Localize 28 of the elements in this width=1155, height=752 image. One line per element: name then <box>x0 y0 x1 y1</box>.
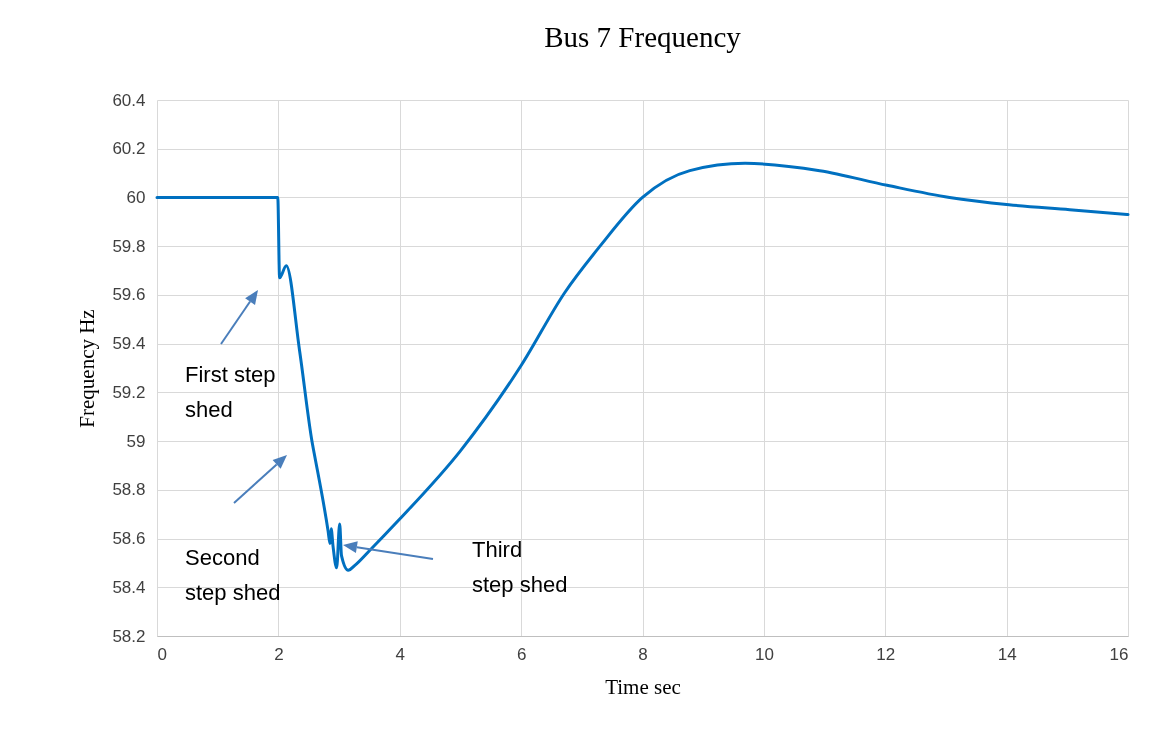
x-tick-label: 0 <box>157 644 167 664</box>
y-axis-title: Frequency Hz <box>75 309 100 428</box>
y-tick-label: 58.2 <box>112 626 146 646</box>
x-tick-label: 8 <box>638 644 648 664</box>
x-tick-label: 14 <box>997 644 1017 664</box>
y-tick-label: 59 <box>126 431 146 451</box>
x-axis-title: Time sec <box>605 674 681 699</box>
y-tick-label: 59.2 <box>112 382 146 402</box>
x-tick-label: 10 <box>754 644 774 664</box>
y-tick-label: 58.8 <box>112 480 146 500</box>
x-tick-label: 16 <box>1109 644 1129 664</box>
y-tick-label: 60 <box>126 187 146 207</box>
y-tick-label: 60.2 <box>112 139 146 159</box>
annotation: First step shed <box>185 362 276 422</box>
annotation: Second step shed <box>185 545 281 605</box>
y-tick-label: 60.4 <box>112 90 146 110</box>
x-tick-label: 12 <box>876 644 896 664</box>
y-tick-label: 59.4 <box>112 334 146 354</box>
y-tick-label: 59.6 <box>112 285 146 305</box>
y-tick-label: 59.8 <box>112 236 146 256</box>
x-tick-label: 2 <box>274 644 284 664</box>
line-series <box>155 161 1130 572</box>
y-tick-label: 58.6 <box>112 529 146 549</box>
chart-title: Bus 7 Frequency <box>544 21 742 53</box>
x-tick-label: 4 <box>395 644 405 664</box>
x-tick-label: 6 <box>516 644 527 664</box>
y-tick-label: 58.4 <box>112 577 146 597</box>
annotation: Third step shed <box>472 537 568 597</box>
